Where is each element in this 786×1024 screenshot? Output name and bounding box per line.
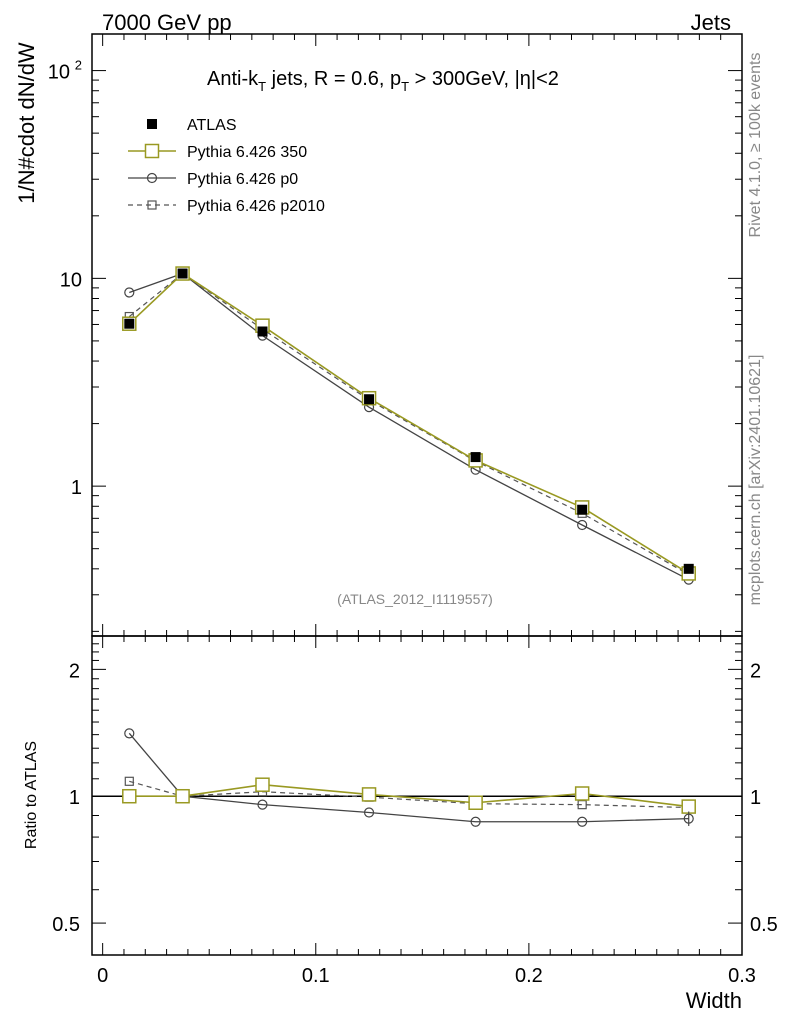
p350-point <box>681 799 696 814</box>
data-point <box>177 268 188 279</box>
y-tick-exponent: 2 <box>75 58 82 73</box>
legend: ATLAS Pythia 6.426 350 Pythia 6.426 p0 Pyth… <box>128 117 325 215</box>
legend-label: ATLAS <box>187 117 237 134</box>
data-point <box>364 394 375 405</box>
p350-point <box>144 143 160 159</box>
x-tick-label: 0.1 <box>302 965 330 987</box>
p2010-point <box>147 200 157 210</box>
y-tick-label: 10 <box>48 62 70 84</box>
chart-title: Anti-kT jets, R = 0.6, pT > 300GeV, |η|<… <box>207 68 559 94</box>
ratio-ylabel: Ratio to ATLAS <box>23 741 40 849</box>
x-tick-label: 0.2 <box>515 965 543 987</box>
ratio-y-tick-label-right: 2 <box>750 660 761 682</box>
ratio-y-tick-label: 0.5 <box>52 914 80 936</box>
p0-point <box>577 519 588 531</box>
legend-label: Pythia 6.426 p0 <box>187 171 298 188</box>
header-left: 7000 GeV pp <box>102 10 232 35</box>
p350-point <box>175 788 190 804</box>
x-tick-label: 0 <box>97 965 108 987</box>
p0-point <box>363 807 375 818</box>
p350-point <box>361 787 377 802</box>
p0-point <box>124 287 135 298</box>
analysis-watermark: (ATLAS_2012_I1119557) <box>337 591 493 607</box>
p350-point <box>122 788 137 804</box>
mcplots-label: mcplots.cern.ch [arXiv:2401.10621] <box>747 355 764 606</box>
legend-label: Pythia 6.426 p2010 <box>187 198 325 215</box>
data-point <box>577 504 588 515</box>
main-panel: 10 2 10 1 <box>48 33 743 648</box>
p350-point <box>255 777 270 792</box>
p350-line <box>128 272 690 575</box>
y-tick-label: 10 <box>60 269 82 291</box>
legend-label: Pythia 6.426 350 <box>187 144 307 161</box>
p0-line <box>129 272 690 581</box>
p0-point <box>124 728 135 739</box>
p0-ratio-line <box>128 732 689 823</box>
data-point <box>470 452 481 463</box>
p0-point <box>577 816 588 827</box>
rivet-label: Rivet 4.1.0, ≥ 100k events <box>747 53 764 238</box>
p2010-line <box>128 272 690 576</box>
header-right: Jets <box>691 10 731 35</box>
p0-point <box>146 172 158 184</box>
main-ylabel: 1/N#cdot dN/dW <box>14 42 39 204</box>
x-axis-label: Width <box>686 988 742 1013</box>
y-tick-label: 1 <box>71 477 82 499</box>
p2010-point <box>124 776 134 786</box>
p0-point <box>470 816 481 827</box>
data-point <box>147 119 157 129</box>
p0-point <box>257 799 268 810</box>
p350-point <box>468 795 483 810</box>
ratio-panel: 0 0.1 0.2 0.3 2 2 1 1 0.5 0.5 <box>52 635 778 987</box>
data-point <box>683 563 694 574</box>
ratio-y-tick-label: 1 <box>69 787 80 809</box>
x-tick-label: 0.3 <box>728 965 756 987</box>
ratio-y-tick-label-right: 0.5 <box>750 914 778 936</box>
data-point <box>124 318 135 329</box>
p2010-ratio-line <box>129 780 689 809</box>
data-point <box>257 326 268 337</box>
ratio-y-tick-label: 2 <box>69 660 80 682</box>
p350-point <box>574 786 590 801</box>
ratio-y-tick-label-right: 1 <box>750 787 761 809</box>
